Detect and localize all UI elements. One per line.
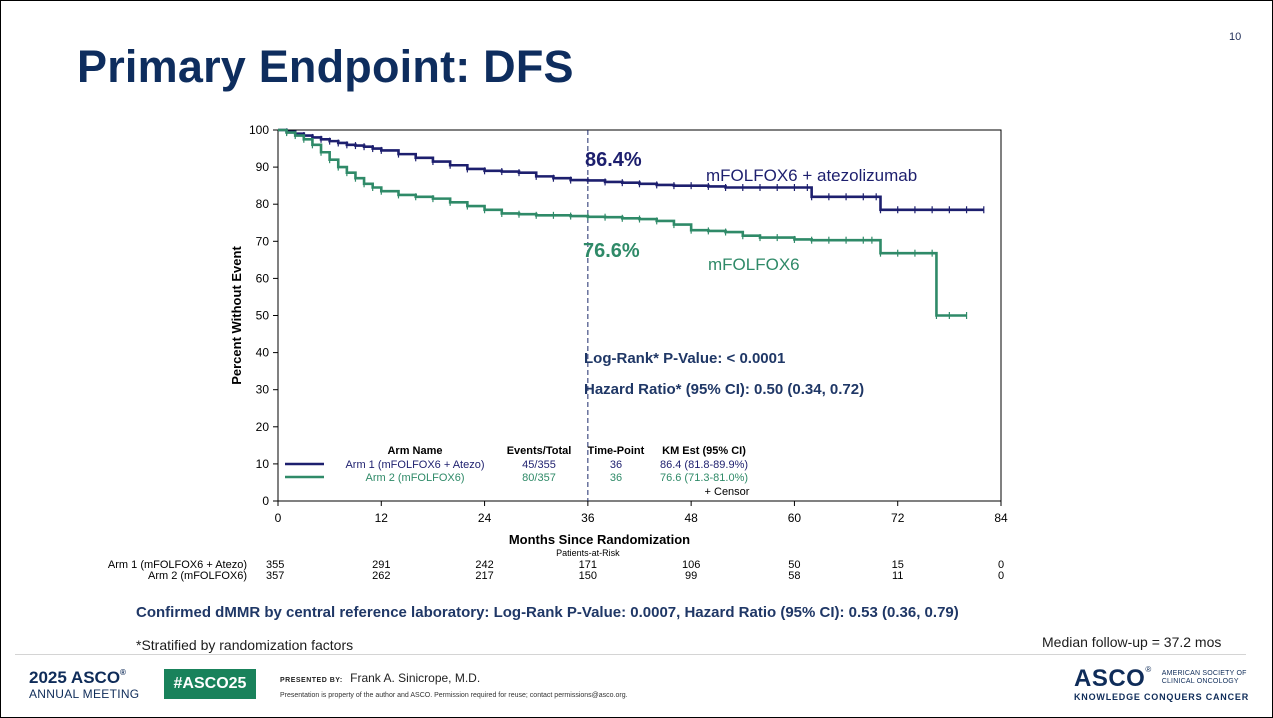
- at-risk-count: 106: [682, 559, 700, 571]
- at-risk-count: 15: [892, 559, 904, 571]
- copyright-note: Presentation is property of the author a…: [280, 692, 628, 699]
- x-tick-label: 24: [478, 511, 492, 525]
- legend-header: KM Est (95% CI): [662, 445, 746, 457]
- x-tick-label: 60: [788, 511, 802, 525]
- legend-km-estimate: 86.4 (81.8-89.9%): [660, 459, 748, 471]
- at-risk-count: 262: [372, 570, 390, 582]
- x-tick-label: 36: [581, 511, 595, 525]
- at-risk-count: 171: [579, 559, 597, 571]
- x-tick-label: 72: [891, 511, 905, 525]
- at-risk-count: 99: [685, 570, 697, 582]
- asco-logo: ASCO® AMERICAN SOCIETY OF CLINICAL ONCOL…: [1074, 665, 1250, 702]
- meeting-year: 2025: [29, 668, 67, 687]
- y-tick-label: 50: [256, 309, 270, 323]
- y-tick-label: 80: [256, 197, 270, 211]
- x-axis-label: Months Since Randomization: [509, 532, 690, 547]
- at-risk-count: 0: [998, 570, 1004, 582]
- arm2-estimate-label: 76.6%: [583, 240, 640, 262]
- at-risk-count: 242: [475, 559, 493, 571]
- hashtag-badge: #ASCO25: [164, 669, 256, 699]
- legend-header: Events/Total: [507, 445, 572, 457]
- at-risk-count: 58: [788, 570, 800, 582]
- x-tick-label: 48: [684, 511, 698, 525]
- arm1-curve-label: mFOLFOX6 + atezolizumab: [706, 166, 917, 185]
- km-curve-2: [278, 128, 967, 317]
- at-risk-count: 0: [998, 559, 1004, 571]
- log-rank-annotation: Log-Rank* P-Value: < 0.0001: [584, 350, 785, 367]
- at-risk-count: 150: [579, 570, 597, 582]
- y-axis-label: Percent Without Event: [229, 246, 244, 385]
- y-tick-label: 30: [256, 383, 270, 397]
- legend-events: 80/357: [522, 472, 556, 484]
- meeting-org: ASCO: [70, 668, 121, 687]
- km-chart: 0 10 20 30 40 50 60 70 80 90 100 0 12 24 36 48 60 72 84 Mon…: [108, 123, 1008, 582]
- asco-logo-text: ASCO: [1074, 665, 1146, 692]
- meeting-logo: 2025 ASCO® ANNUAL MEETING: [29, 668, 140, 701]
- asco-society-text: AMERICAN SOCIETY OF CLINICAL ONCOLOGY: [1162, 670, 1247, 686]
- at-risk-count: 11: [892, 570, 903, 582]
- y-tick-label: 40: [256, 346, 270, 360]
- y-tick-label: 100: [249, 123, 269, 137]
- legend-censor: + Censor: [705, 486, 750, 498]
- hazard-ratio-annotation: Hazard Ratio* (95% CI): 0.50 (0.34, 0.72…: [584, 381, 864, 398]
- legend-km-estimate: 76.6 (71.3-81.0%): [660, 472, 748, 484]
- at-risk-row-label: Arm 1 (mFOLFOX6 + Atezo): [108, 559, 247, 571]
- meeting-sub: ANNUAL MEETING: [29, 687, 140, 701]
- asco-tagline: KNOWLEDGE CONQUERS CANCER: [1074, 692, 1250, 702]
- y-tick-label: 60: [256, 271, 270, 285]
- at-risk-count: 355: [266, 559, 284, 571]
- y-tick-label: 0: [262, 494, 269, 508]
- stratified-note: *Stratified by randomization factors: [136, 637, 354, 653]
- y-tick-label: 90: [256, 160, 270, 174]
- at-risk-count: 291: [372, 559, 390, 571]
- legend-timepoint: 36: [610, 459, 622, 471]
- dmmr-note: Confirmed dMMR by central reference labo…: [136, 604, 959, 621]
- asco-society-line-1: AMERICAN SOCIETY OF: [1161, 670, 1247, 677]
- arm2-curve-label: mFOLFOX6: [708, 255, 800, 274]
- legend-header: Time-Point: [588, 445, 645, 457]
- footer-divider: [15, 654, 1246, 655]
- y-tick-label: 70: [256, 234, 270, 248]
- asco-society-line-2: CLINICAL ONCOLOGY: [1161, 678, 1239, 685]
- median-followup: Median follow-up = 37.2 mos: [1042, 634, 1222, 650]
- arm1-estimate-label: 86.4%: [585, 149, 642, 171]
- x-tick-label: 84: [994, 511, 1008, 525]
- legend-arm-name: Arm 2 (mFOLFOX6): [365, 472, 464, 484]
- legend-arm-name: Arm 1 (mFOLFOX6 + Atezo): [345, 459, 484, 471]
- legend-events: 45/355: [522, 459, 556, 471]
- at-risk-row-label: Arm 2 (mFOLFOX6): [148, 570, 247, 582]
- presenter: PRESENTED BY: Frank A. Sinicrope, M.D.: [280, 671, 480, 685]
- legend-header: Arm Name: [387, 445, 442, 457]
- y-tick-label: 10: [256, 457, 270, 471]
- at-risk-count: 357: [266, 570, 284, 582]
- y-tick-label: 20: [256, 420, 270, 434]
- at-risk-count: 217: [475, 570, 493, 582]
- at-risk-count: 50: [788, 559, 800, 571]
- x-tick-label: 12: [375, 511, 389, 525]
- presenter-name: Frank A. Sinicrope, M.D.: [350, 671, 481, 685]
- presented-by-label: PRESENTED BY:: [280, 677, 343, 684]
- legend-timepoint: 36: [610, 472, 622, 484]
- at-risk-title: Patients-at-Risk: [556, 548, 620, 558]
- page-number: 10: [1229, 31, 1242, 43]
- page-title: Primary Endpoint: DFS: [77, 41, 574, 92]
- x-tick-label: 0: [275, 511, 282, 525]
